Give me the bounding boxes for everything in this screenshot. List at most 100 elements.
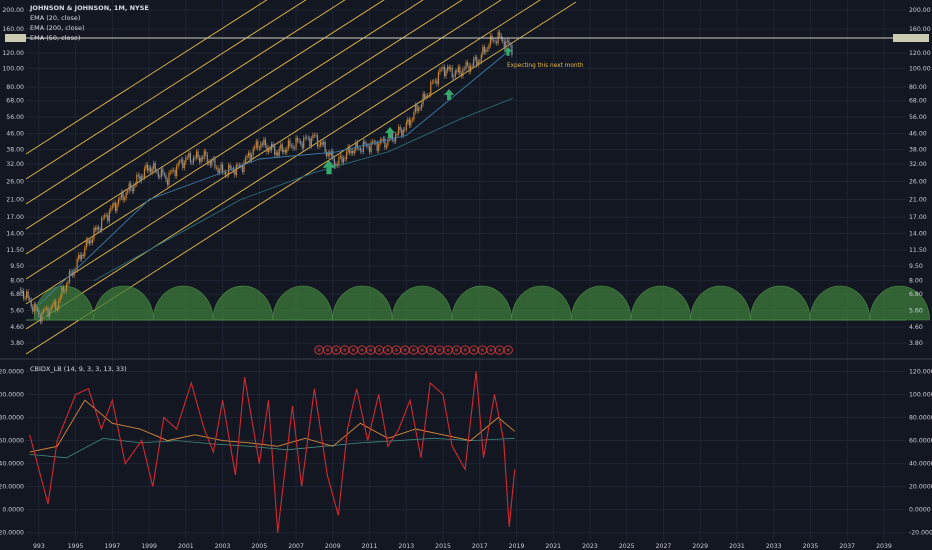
price-candle: [38, 310, 40, 316]
price-candle: [200, 157, 202, 163]
signal-circle: [503, 345, 513, 355]
price-candle: [450, 67, 452, 70]
price-candle: [473, 58, 475, 66]
osc-y-tick-label-left: 60.0000: [0, 438, 24, 445]
price-candle: [476, 57, 478, 66]
price-candle: [234, 171, 236, 176]
y-tick-label-left: 100.00: [2, 65, 24, 72]
price-candle: [104, 215, 106, 218]
price-candle: [206, 154, 208, 164]
price-candle: [214, 158, 216, 168]
y-tick-label-right: 46.00: [909, 131, 927, 138]
signal-circle-dot: [394, 348, 398, 352]
y-tick-label-left: 14.00: [6, 231, 24, 238]
osc-y-tick-label-right: 120.0000: [909, 368, 932, 375]
axis-ticks: 200.00 200.00 160.00 160.00 120.00 120.00 100.…: [0, 7, 932, 550]
price-candle: [482, 46, 484, 55]
y-tick-label-left: 8.00: [10, 278, 24, 285]
price-candle: [179, 161, 181, 163]
price-candle: [55, 301, 57, 311]
y-tick-label-right: 9.50: [909, 263, 923, 270]
y-tick-label-left: 4.60: [10, 324, 24, 331]
osc-y-tick-label-right: 0.0000: [909, 507, 931, 514]
price-line-right-marker[interactable]: [893, 34, 929, 42]
price-candle: [405, 122, 407, 130]
cycle-arc: [451, 285, 512, 321]
price-candle: [430, 82, 432, 95]
cycle-arc: [153, 285, 214, 321]
price-candle: [71, 271, 74, 276]
y-tick-label-right: 17.00: [909, 214, 927, 221]
price-candle: [248, 152, 250, 157]
price-candle: [485, 49, 487, 53]
price-candle: [226, 174, 228, 176]
price-candle: [168, 172, 170, 185]
price-candle: [402, 129, 404, 136]
y-tick-label-right: 160.00: [909, 26, 931, 33]
legend-ema-20[interactable]: EMA (20, close): [30, 14, 81, 22]
price-line-left-marker[interactable]: [5, 34, 26, 42]
signal-circle-dot: [446, 348, 450, 352]
price-candle: [212, 158, 214, 160]
price-candle: [128, 183, 130, 192]
price-candle: [221, 164, 224, 173]
price-candle: [211, 159, 213, 166]
price-candle: [384, 138, 386, 148]
price-candle: [53, 301, 55, 306]
legend-ema-50[interactable]: EMA (50, close): [30, 34, 81, 42]
price-candle: [91, 239, 94, 243]
price-candle: [338, 156, 340, 166]
price-candle: [47, 307, 49, 317]
price-candle: [281, 144, 283, 152]
y-tick-label-left: 5.60: [10, 308, 24, 315]
oscillator-label[interactable]: CBIDX_LB (14, 9, 3, 3, 13, 33): [30, 365, 127, 373]
price-candle: [433, 81, 435, 83]
y-tick-label-left: 38.00: [6, 147, 24, 154]
price-candle: [137, 174, 139, 176]
price-candle: [153, 163, 155, 169]
y-tick-label-right: 68.00: [909, 98, 927, 105]
price-candle: [42, 310, 45, 313]
cycle-arc: [809, 285, 871, 321]
osc-y-tick-label-left: -20.0000: [0, 530, 24, 537]
price-candle: [292, 145, 294, 149]
price-candle: [439, 69, 441, 73]
price-candle: [266, 145, 268, 153]
signal-circle-dot: [463, 348, 467, 352]
price-candle: [274, 145, 276, 155]
y-tick-label-right: 21.00: [909, 196, 927, 203]
legend-ema-200[interactable]: EMA (200, close): [30, 24, 85, 32]
price-candle: [272, 143, 274, 146]
price-candle: [342, 158, 345, 163]
y-tick-label-right: 11.50: [909, 247, 927, 254]
price-candle: [195, 151, 198, 158]
price-candle: [174, 170, 176, 177]
price-candle: [160, 168, 162, 177]
price-candle: [312, 134, 314, 139]
y-tick-label-right: 5.60: [909, 308, 923, 315]
price-candle: [428, 94, 430, 96]
x-tick-label: 2003: [215, 543, 231, 550]
price-candle: [84, 247, 86, 257]
price-candle: [209, 161, 211, 166]
price-candle: [350, 150, 352, 154]
price-candle: [146, 164, 149, 171]
price-candle: [344, 158, 346, 159]
price-candle: [142, 176, 144, 178]
signal-circle-dot: [472, 348, 476, 352]
price-candle: [503, 41, 505, 49]
price-candle: [255, 141, 257, 148]
buy-arrows: [322, 47, 512, 175]
price-candle: [496, 41, 498, 44]
price-candle: [119, 197, 121, 200]
price-candle: [231, 168, 233, 169]
price-candle: [183, 162, 185, 168]
price-candle: [451, 67, 453, 78]
price-candle: [267, 148, 270, 153]
channel-line: [25, 0, 268, 155]
cycle-arc: [869, 285, 930, 321]
price-candle: [159, 176, 161, 178]
price-candle: [378, 143, 380, 151]
